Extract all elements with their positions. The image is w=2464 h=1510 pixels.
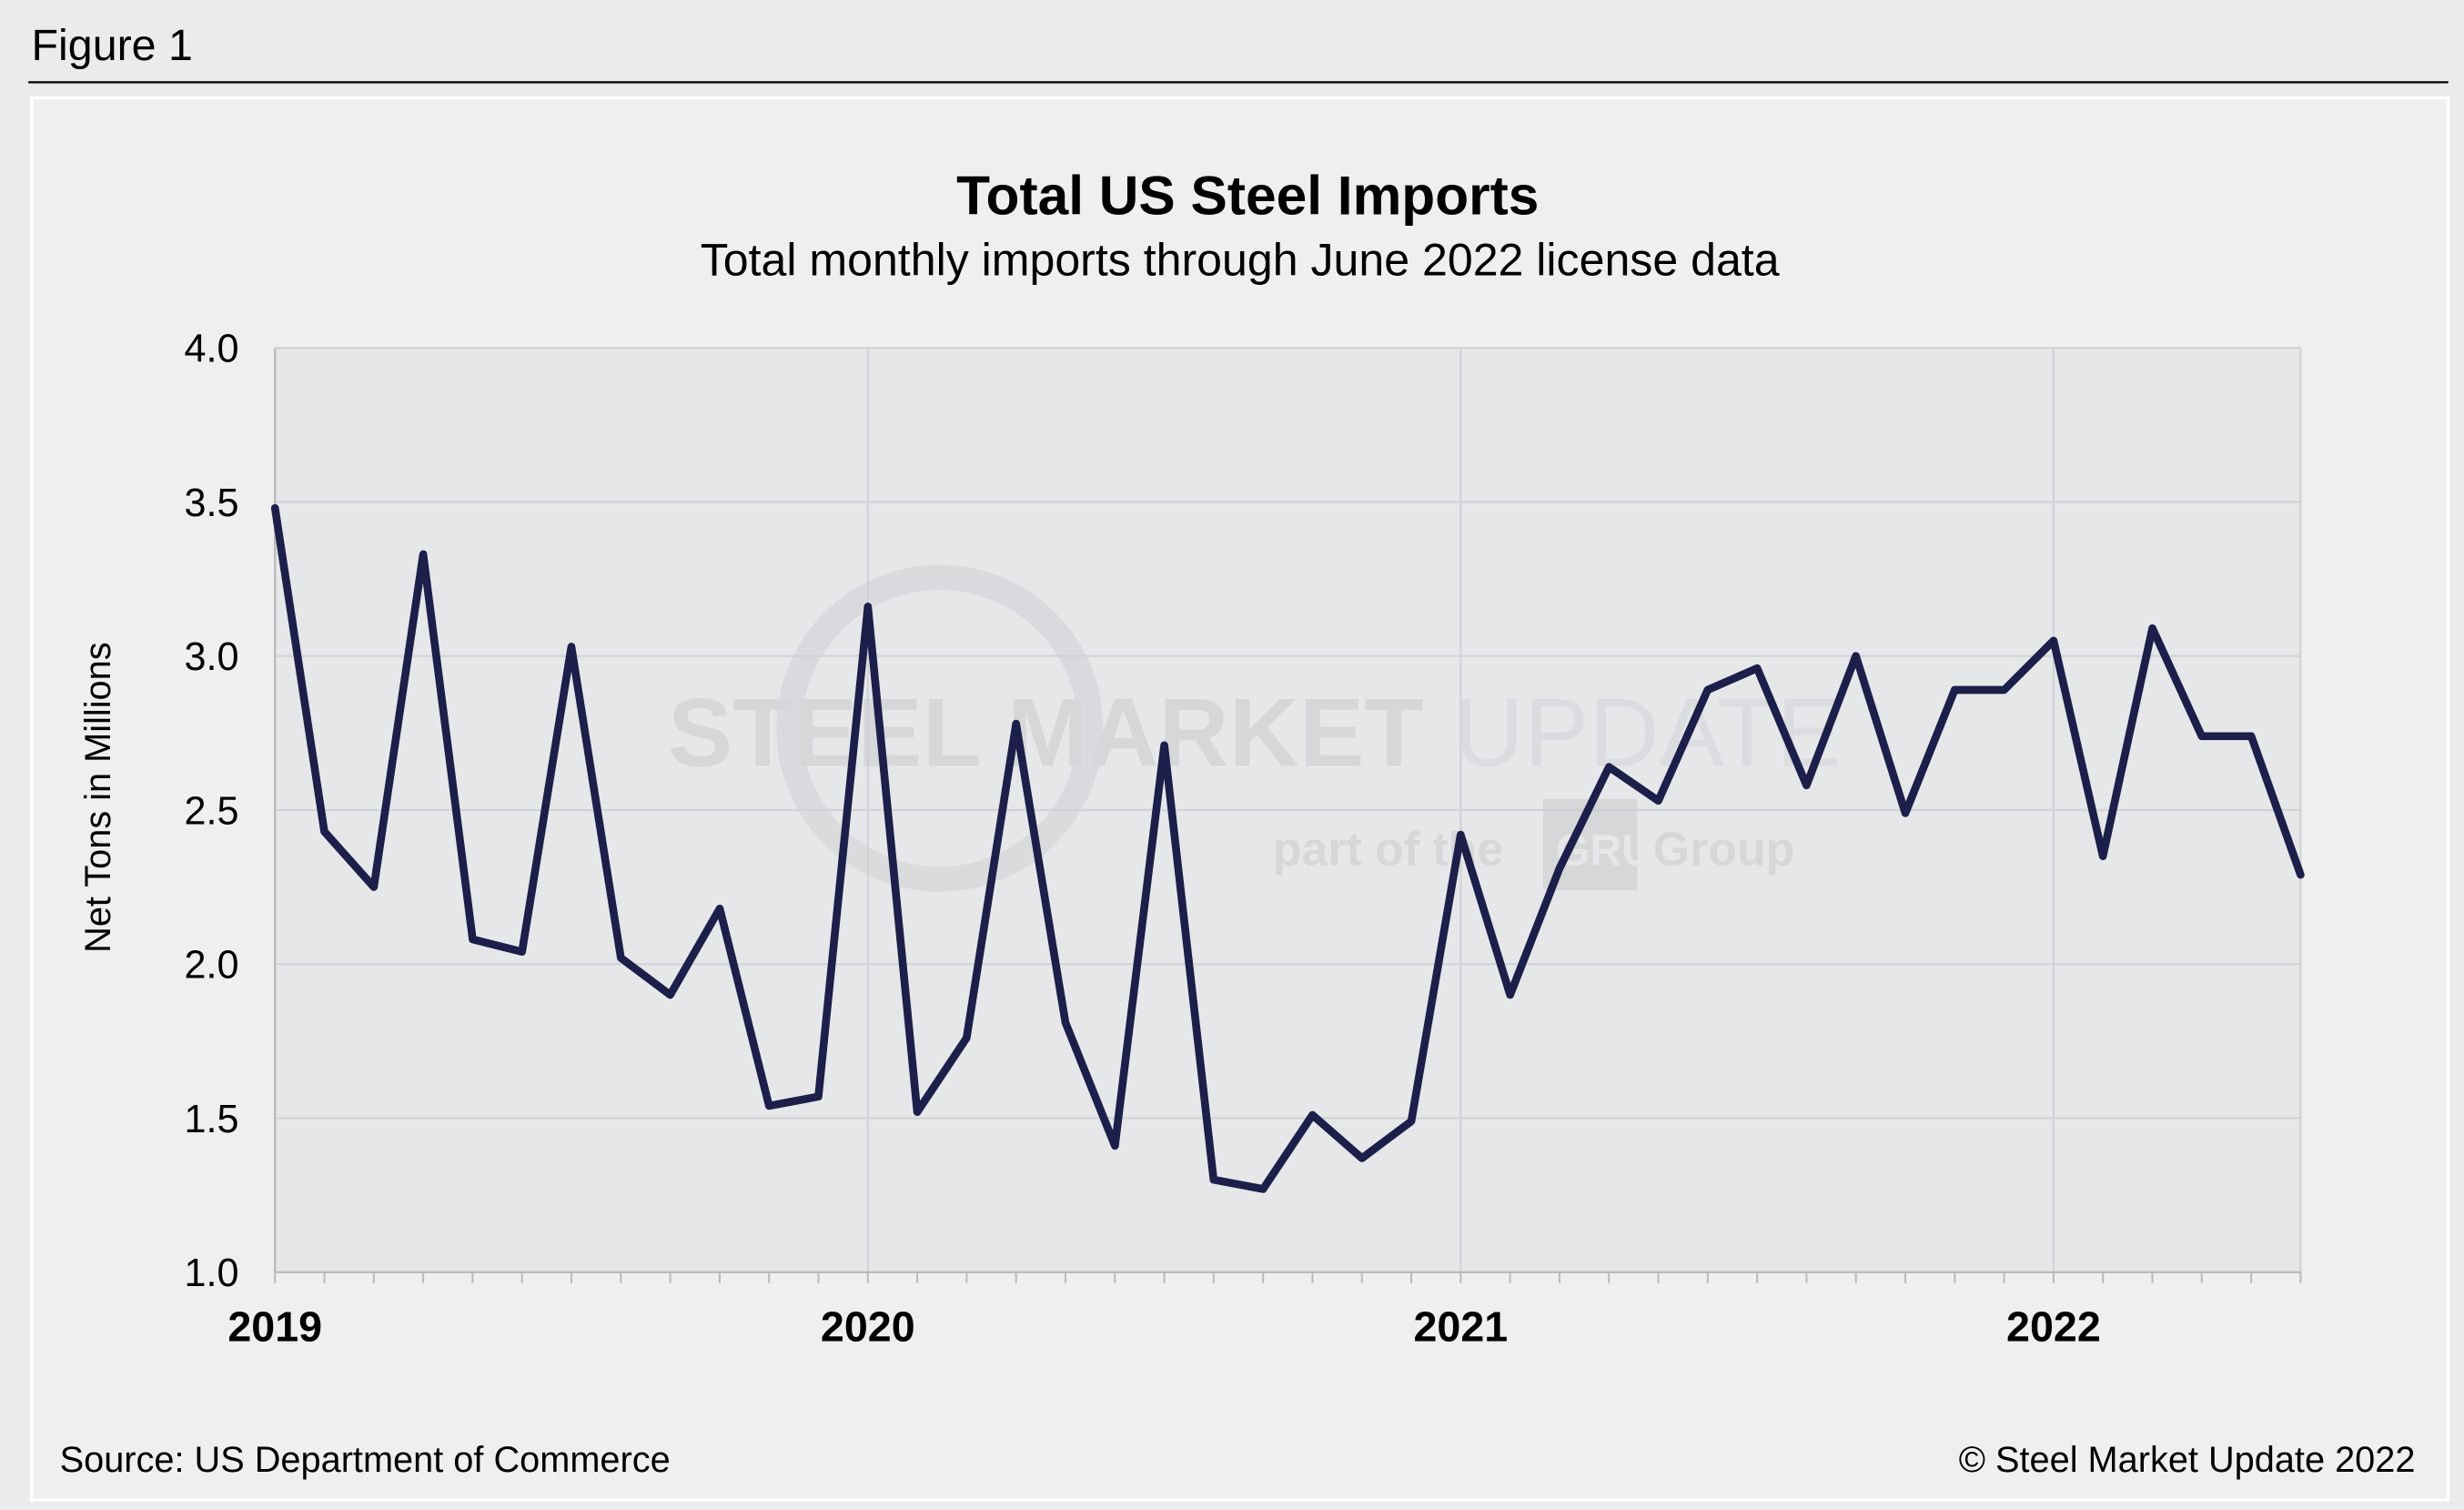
x-tick-label: 2022 [2006,1303,2101,1351]
y-tick-label: 4.0 [185,328,239,371]
series-line [270,503,2305,1193]
source-note: Source: US Department of Commerce [60,1440,671,1480]
chart-title: Total US Steel Imports [956,164,1539,226]
gridlines [274,347,2302,1273]
y-tick-label: 3.5 [185,481,239,525]
watermark-logo-icon [776,564,1104,892]
watermark-text-2: UPDATE [1454,678,1842,787]
x-tick-label: 2019 [227,1303,322,1351]
watermark-text-5: Group [1653,822,1794,875]
axis-labels: 1.0 1.5 2.0 2.5 3.0 3.5 4.0 2019 2020 2021 2022 [185,328,2101,1351]
y-tick-label: 1.5 [185,1098,239,1141]
figure-label: Figure 1 [32,21,193,70]
y-tick-label: 2.5 [185,789,239,833]
y-tick-label: 1.0 [185,1252,239,1295]
y-tick-label: 3.0 [185,635,239,679]
y-axis-label: Net Tons in Millions [78,642,118,952]
chart-subtitle: Total monthly imports through June 2022 … [701,235,1780,286]
x-tick-label: 2021 [1413,1303,1508,1351]
y-tick-label: 2.0 [185,944,239,988]
axes [274,348,2302,1283]
x-tick-label: 2020 [821,1303,915,1351]
watermark-text-1: STEEL MARKET [668,678,1424,787]
watermark: STEEL MARKET UPDATE part of the GRU Grou… [668,564,1842,892]
copyright-note: © Steel Market Update 2022 [1959,1440,2416,1480]
